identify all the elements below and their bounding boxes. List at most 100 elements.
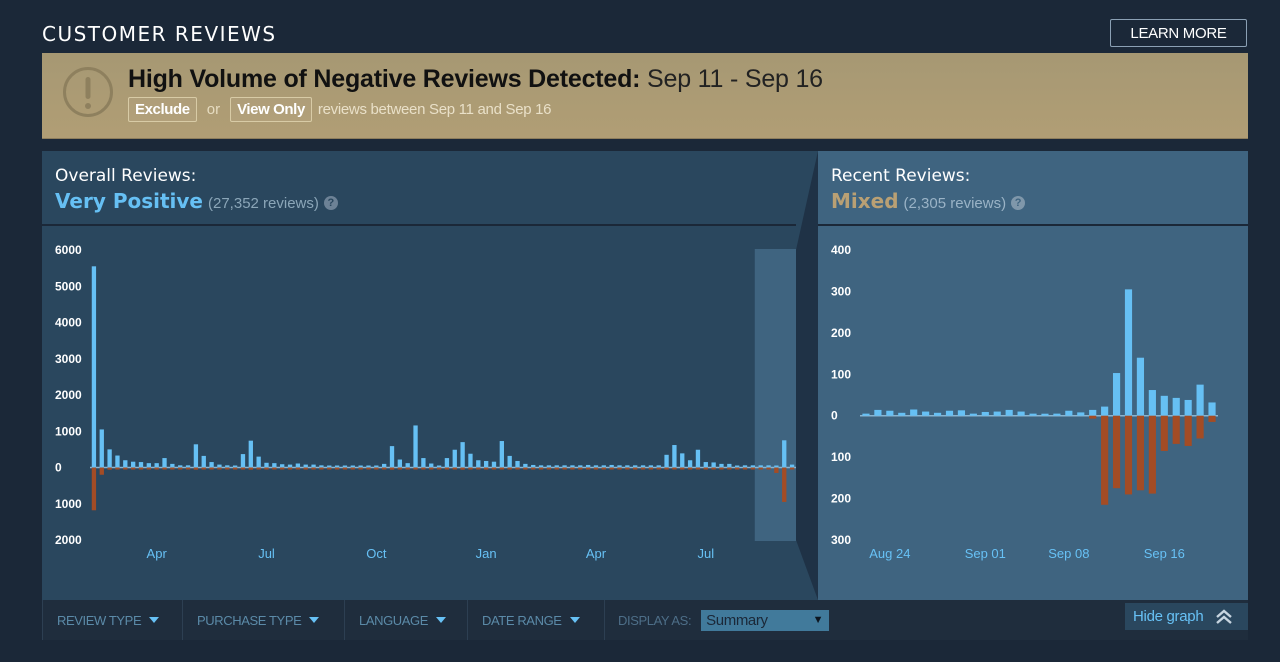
negative-bar[interactable]: [154, 467, 159, 470]
positive-bar[interactable]: [554, 465, 559, 468]
negative-bar[interactable]: [609, 467, 614, 470]
positive-bar[interactable]: [507, 455, 512, 468]
review-type-filter[interactable]: REVIEW TYPE: [42, 600, 183, 640]
date-range-filter[interactable]: DATE RANGE: [467, 600, 604, 640]
positive-bar[interactable]: [1184, 399, 1192, 416]
negative-bar[interactable]: [774, 467, 779, 473]
positive-bar[interactable]: [711, 462, 716, 468]
positive-bar[interactable]: [680, 453, 685, 468]
negative-bar[interactable]: [1184, 415, 1192, 446]
negative-bar[interactable]: [554, 467, 559, 470]
positive-bar[interactable]: [193, 444, 199, 468]
negative-bar[interactable]: [91, 467, 97, 511]
negative-bar[interactable]: [460, 467, 465, 470]
negative-bar[interactable]: [1148, 415, 1156, 494]
positive-bar[interactable]: [468, 453, 473, 468]
negative-bar[interactable]: [531, 467, 536, 470]
negative-bar[interactable]: [162, 467, 167, 470]
negative-bar[interactable]: [99, 467, 104, 475]
positive-bar[interactable]: [945, 410, 954, 416]
positive-bar[interactable]: [981, 411, 989, 416]
positive-bar[interactable]: [874, 409, 882, 416]
negative-bar[interactable]: [248, 467, 253, 470]
positive-bar[interactable]: [1077, 412, 1085, 416]
negative-bar[interactable]: [138, 467, 144, 470]
negative-bar[interactable]: [1196, 415, 1204, 439]
negative-bar[interactable]: [664, 467, 669, 470]
negative-bar[interactable]: [546, 467, 552, 470]
positive-bar[interactable]: [1005, 409, 1013, 416]
negative-bar[interactable]: [758, 467, 763, 470]
negative-bar[interactable]: [617, 467, 622, 470]
negative-bar[interactable]: [711, 467, 716, 470]
positive-bar[interactable]: [217, 464, 222, 468]
positive-bar[interactable]: [1089, 409, 1097, 416]
positive-bar[interactable]: [483, 460, 489, 468]
positive-bar[interactable]: [933, 412, 942, 416]
negative-bar[interactable]: [1172, 415, 1180, 444]
positive-bar[interactable]: [750, 465, 756, 468]
positive-bar[interactable]: [264, 462, 269, 468]
positive-bar[interactable]: [444, 458, 450, 468]
negative-bar[interactable]: [366, 467, 371, 470]
help-icon[interactable]: ?: [323, 196, 338, 210]
positive-bar[interactable]: [327, 465, 332, 468]
positive-bar[interactable]: [123, 460, 128, 468]
negative-bar[interactable]: [232, 467, 238, 470]
negative-bar[interactable]: [264, 467, 269, 470]
negative-bar[interactable]: [280, 467, 285, 470]
negative-bar[interactable]: [648, 467, 654, 470]
negative-bar[interactable]: [130, 467, 136, 470]
positive-bar[interactable]: [719, 463, 724, 468]
positive-bar[interactable]: [578, 465, 583, 468]
positive-bar[interactable]: [742, 465, 748, 468]
positive-bar[interactable]: [633, 465, 638, 468]
positive-bar[interactable]: [272, 463, 277, 468]
negative-bar[interactable]: [1160, 415, 1168, 451]
positive-bar[interactable]: [366, 465, 371, 468]
positive-bar[interactable]: [256, 456, 261, 468]
negative-bar[interactable]: [483, 467, 489, 470]
positive-bar[interactable]: [452, 449, 457, 468]
negative-bar[interactable]: [295, 467, 301, 470]
negative-bar[interactable]: [633, 467, 638, 470]
positive-bar[interactable]: [1029, 413, 1037, 416]
negative-bar[interactable]: [1124, 415, 1133, 495]
positive-bar[interactable]: [993, 411, 1001, 416]
negative-bar[interactable]: [625, 467, 630, 470]
positive-bar[interactable]: [170, 463, 175, 468]
negative-bar[interactable]: [750, 467, 756, 470]
positive-bar[interactable]: [232, 465, 238, 468]
negative-bar[interactable]: [640, 467, 646, 470]
negative-bar[interactable]: [782, 467, 787, 502]
positive-bar[interactable]: [382, 463, 387, 468]
negative-bar[interactable]: [185, 467, 191, 470]
positive-bar[interactable]: [774, 465, 779, 468]
negative-bar[interactable]: [766, 467, 771, 470]
purchase-type-filter[interactable]: PURCHASE TYPE: [182, 600, 344, 640]
negative-bar[interactable]: [672, 467, 677, 470]
positive-bar[interactable]: [1112, 373, 1121, 416]
negative-bar[interactable]: [397, 467, 403, 470]
negative-bar[interactable]: [193, 467, 199, 470]
positive-bar[interactable]: [969, 413, 977, 416]
negative-bar[interactable]: [209, 467, 214, 470]
positive-bar[interactable]: [303, 464, 308, 468]
negative-bar[interactable]: [538, 467, 544, 470]
negative-bar[interactable]: [789, 467, 795, 470]
positive-bar[interactable]: [201, 455, 206, 468]
negative-bar[interactable]: [1208, 415, 1216, 422]
positive-bar[interactable]: [405, 463, 410, 468]
positive-bar[interactable]: [334, 465, 340, 468]
positive-bar[interactable]: [672, 445, 677, 468]
negative-bar[interactable]: [1136, 415, 1145, 491]
negative-bar[interactable]: [327, 467, 332, 470]
negative-bar[interactable]: [303, 467, 308, 470]
positive-bar[interactable]: [1160, 395, 1168, 416]
positive-bar[interactable]: [374, 465, 379, 468]
positive-bar[interactable]: [240, 454, 246, 468]
negative-bar[interactable]: [311, 467, 316, 470]
negative-bar[interactable]: [405, 467, 410, 470]
positive-bar[interactable]: [130, 461, 136, 468]
negative-bar[interactable]: [727, 467, 732, 470]
